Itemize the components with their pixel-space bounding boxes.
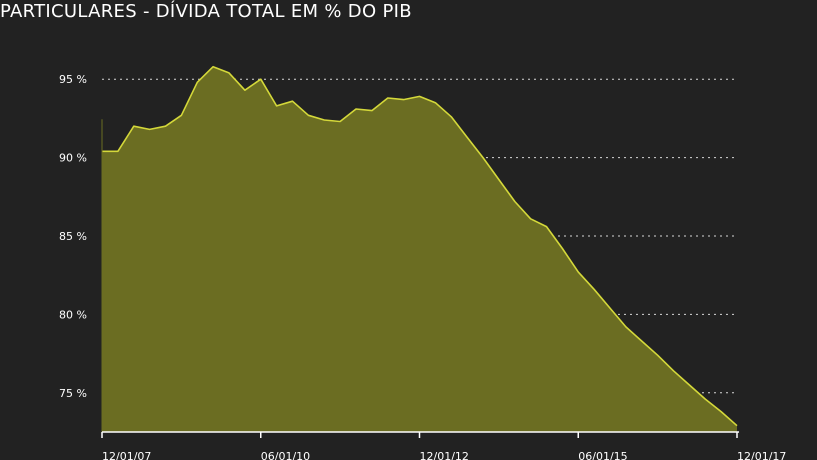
x-tick-label: 06/01/10 [261, 450, 310, 460]
series-line [102, 65, 738, 427]
area-fill [102, 66, 737, 432]
y-tick-label: 80 % [59, 308, 87, 321]
x-tick-label: 06/01/15 [578, 450, 627, 460]
y-tick-label: 75 % [59, 387, 87, 400]
x-tick-label: 12/01/12 [420, 450, 469, 460]
y-tick-label: 90 % [59, 152, 87, 165]
x-tick-label: 12/01/17 [737, 450, 786, 460]
y-tick-label: 95 % [59, 73, 87, 86]
chart-title: PARTICULARES - DÍVIDA TOTAL EM % DO PIB [0, 1, 412, 22]
y-tick-label: 85 % [59, 230, 87, 243]
x-tick-label: 12/01/07 [102, 450, 151, 460]
